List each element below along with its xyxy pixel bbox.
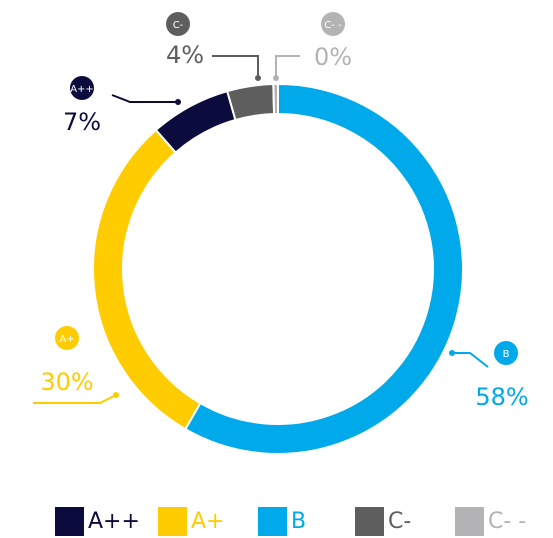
- leader-dot: [175, 99, 181, 105]
- leader-line: [111, 94, 178, 103]
- donut-slice: [272, 82, 279, 116]
- legend-label: C- -: [488, 509, 526, 534]
- legend-swatch: [355, 507, 384, 536]
- legend-label: C-: [388, 509, 411, 534]
- badge: [166, 12, 190, 36]
- leader-dot: [449, 350, 455, 356]
- legend-label: A+: [191, 509, 224, 534]
- legend-swatch: [55, 507, 84, 536]
- leader-dot: [273, 75, 279, 81]
- badge-label: A+: [59, 334, 74, 345]
- legend-label: A++: [88, 509, 140, 534]
- badge: [494, 341, 518, 365]
- badge-label: C-: [173, 20, 184, 31]
- leader-line: [33, 394, 117, 404]
- donut-slice: [225, 83, 276, 122]
- leader-line: [275, 55, 300, 78]
- leader-line: [212, 55, 259, 78]
- badge-label: A++: [70, 84, 94, 95]
- value-label: 30%: [40, 368, 93, 396]
- leader-line: [452, 352, 489, 368]
- donut-slice: [154, 89, 237, 154]
- legend-swatch: [258, 507, 287, 536]
- legend-swatch: [158, 507, 187, 536]
- badge: [321, 12, 345, 36]
- leader-dot: [113, 392, 119, 398]
- legend-label: B: [291, 509, 306, 534]
- value-label: 4%: [166, 41, 204, 69]
- leader-dot: [255, 75, 261, 81]
- value-label: 0%: [314, 43, 352, 71]
- badge: [55, 326, 79, 350]
- value-label: 7%: [63, 108, 101, 136]
- legend-swatch: [455, 507, 484, 536]
- value-label: 58%: [475, 383, 528, 411]
- donut-slice: [92, 128, 202, 431]
- badge-label: C- -: [324, 20, 342, 31]
- badge-label: B: [503, 349, 510, 360]
- badge: [70, 76, 94, 100]
- donut-slice: [183, 82, 464, 455]
